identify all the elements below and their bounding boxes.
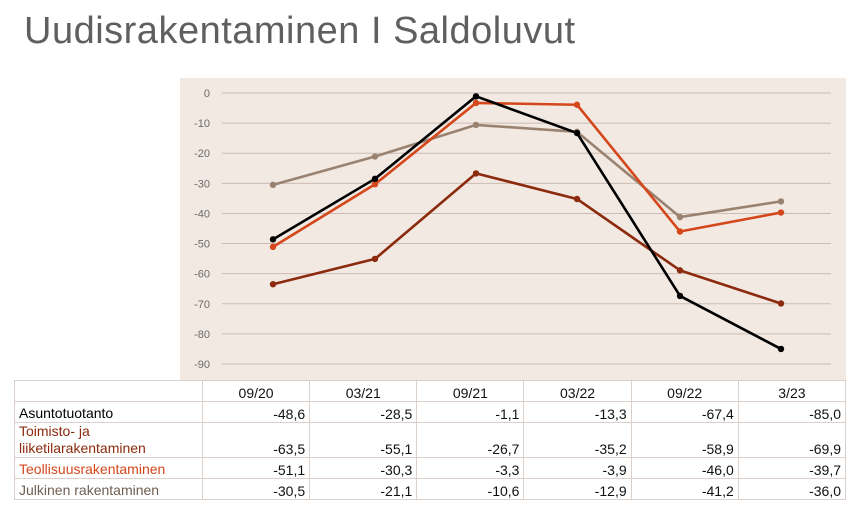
y-tick-label: -30	[194, 178, 210, 190]
cell: -28,5	[309, 401, 418, 423]
data-point	[676, 267, 684, 274]
data-point	[676, 292, 684, 300]
cell: -51,1	[201, 457, 311, 479]
row-label: Teollisuusrakentaminen	[14, 457, 203, 479]
cell: -13,3	[523, 401, 632, 423]
col-header: 09/21	[416, 380, 525, 402]
cell: -36,0	[737, 478, 847, 500]
series-lines	[269, 93, 785, 353]
data-point	[269, 243, 277, 251]
col-header: 09/20	[201, 380, 311, 402]
data-point	[777, 198, 785, 205]
col-header: 3/23	[737, 380, 847, 402]
data-point	[777, 345, 785, 353]
table-row: Julkinen rakentaminen -30,5 -21,1 -10,6 …	[14, 478, 847, 500]
data-point	[472, 170, 480, 177]
data-point	[371, 181, 379, 188]
header-corner	[14, 380, 203, 402]
cell: -30,5	[201, 478, 311, 500]
cell: -67,4	[630, 401, 739, 423]
col-header: 03/22	[523, 380, 632, 402]
data-point	[371, 175, 379, 183]
data-point	[269, 181, 277, 189]
y-tick-label: -50	[194, 239, 210, 251]
y-tick-label: -10	[194, 118, 210, 130]
table-row: Toimisto- ja liiketilarakentaminen -63,5…	[14, 422, 847, 458]
series-line	[272, 95, 782, 351]
y-axis-ticks: 0 -10 -20 -30 -40 -50 -60 -70 -80 -90	[194, 88, 210, 371]
line-chart: 0 -10 -20 -30 -40 -50 -60 -70 -80 -90	[180, 78, 846, 380]
col-header: 03/21	[309, 380, 418, 402]
row-label: Toimisto- ja liiketilarakentaminen	[14, 422, 203, 458]
data-point	[371, 255, 379, 263]
cell: -63,5	[201, 422, 311, 458]
data-point	[573, 195, 581, 203]
data-point	[676, 228, 684, 235]
series-line	[272, 172, 782, 305]
data-point	[676, 213, 684, 221]
cell: -3,9	[523, 457, 632, 479]
cell: -48,6	[201, 401, 311, 423]
data-point	[573, 101, 581, 108]
cell: -69,9	[737, 422, 847, 458]
table-row: Asuntotuotanto -48,6 -28,5 -1,1 -13,3 -6…	[14, 401, 847, 423]
cell: -1,1	[416, 401, 525, 423]
y-tick-label: -70	[194, 299, 210, 311]
data-point	[269, 281, 277, 288]
data-point	[472, 99, 480, 107]
data-point	[371, 153, 379, 160]
page-title: Uudisrakentaminen I Saldoluvut	[24, 10, 576, 52]
row-label: Asuntotuotanto	[14, 401, 203, 423]
data-point	[269, 236, 277, 243]
col-header: 09/22	[630, 380, 739, 402]
table-header-row: 09/20 03/21 09/21 03/22 09/22 3/23	[14, 380, 847, 402]
series-line	[272, 101, 782, 248]
cell: -26,7	[416, 422, 525, 458]
y-tick-label: -40	[194, 208, 210, 220]
row-label: Julkinen rakentaminen	[14, 478, 203, 500]
cell: -85,0	[737, 401, 847, 423]
data-table: 09/20 03/21 09/21 03/22 09/22 3/23 Asunt…	[14, 380, 847, 500]
y-tick-label: -20	[194, 148, 210, 160]
cell: -30,3	[309, 457, 418, 479]
y-tick-label: -90	[194, 359, 210, 371]
cell: -46,0	[630, 457, 739, 479]
cell: -35,2	[523, 422, 632, 458]
data-point	[777, 209, 785, 216]
cell: -21,1	[309, 478, 418, 500]
table-row: Teollisuusrakentaminen -51,1 -30,3 -3,3 …	[14, 457, 847, 479]
cell: -55,1	[309, 422, 418, 458]
data-point	[573, 129, 581, 137]
series-line	[272, 123, 782, 219]
y-tick-label: -80	[194, 329, 210, 341]
cell: -3,3	[416, 457, 525, 479]
gridlines	[222, 92, 831, 365]
y-tick-label: 0	[204, 88, 210, 100]
cell: -41,2	[630, 478, 739, 500]
cell: -58,9	[630, 422, 739, 458]
cell: -39,7	[737, 457, 847, 479]
cell: -12,9	[523, 478, 632, 500]
cell: -10,6	[416, 478, 525, 500]
data-point	[472, 121, 480, 129]
data-point	[472, 93, 480, 100]
data-point	[777, 300, 785, 307]
y-tick-label: -60	[194, 269, 210, 281]
